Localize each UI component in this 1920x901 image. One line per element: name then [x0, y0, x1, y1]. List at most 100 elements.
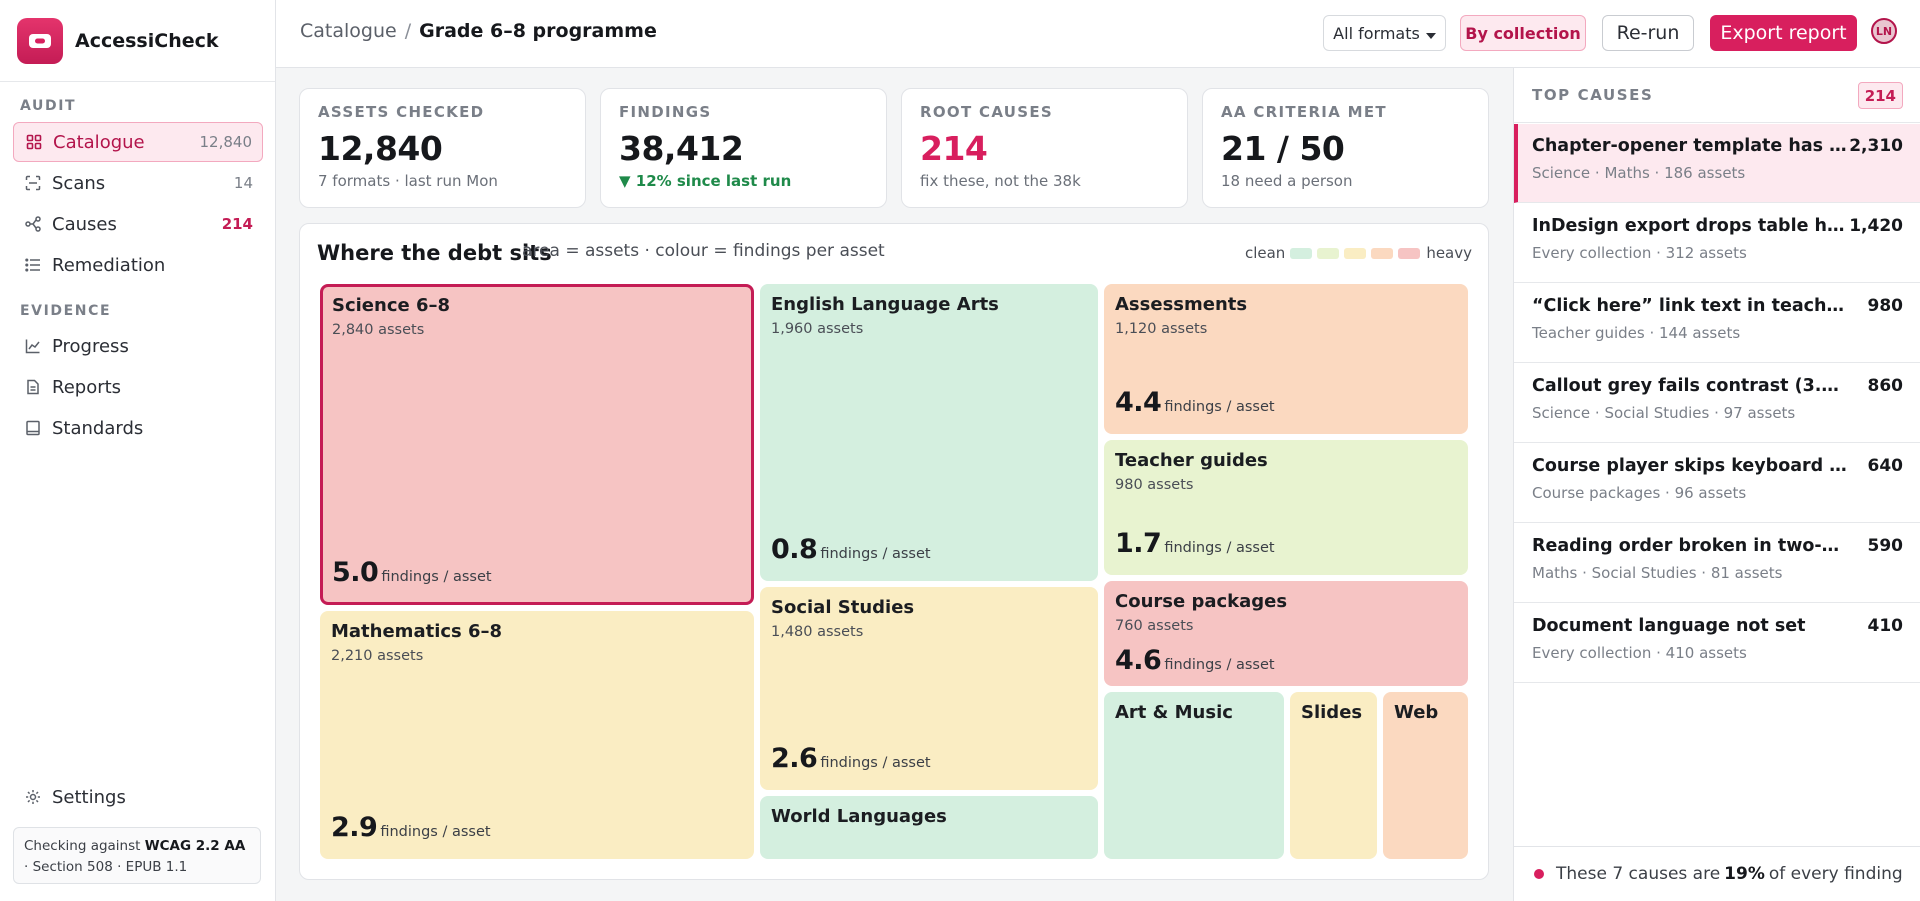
- tile-findings: 5.0 findings / asset: [332, 557, 492, 588]
- treemap-tile-web[interactable]: Web: [1383, 692, 1468, 859]
- tile-assets: 2,210 assets: [331, 648, 424, 664]
- kpi-card-criteria: AA CRITERIA MET 21 / 50 18 need a person: [1202, 88, 1489, 208]
- kpi-label: FINDINGS: [619, 103, 712, 121]
- kpi-sub: ▼ 12% since last run: [619, 172, 792, 190]
- treemap-tile-art-music[interactable]: Art & Music: [1104, 692, 1284, 859]
- legend-swatch: [1398, 247, 1421, 259]
- nav-section-evidence: EVIDENCE: [20, 303, 112, 319]
- formats-dropdown-label: All formats: [1333, 23, 1420, 43]
- book-icon: [23, 418, 43, 438]
- tile-findings-value: 5.0: [332, 557, 379, 588]
- kpi-label: ASSETS CHECKED: [318, 103, 485, 121]
- treemap-tile-course-packages[interactable]: Course packages 760 assets 4.6 findings /…: [1104, 581, 1468, 686]
- rerun-button[interactable]: Re-run: [1602, 15, 1694, 51]
- treemap-tile-world-languages[interactable]: World Languages: [760, 796, 1098, 859]
- tile-assets: 980 assets: [1115, 477, 1194, 493]
- sidebar-item-progress[interactable]: Progress: [13, 326, 263, 366]
- treemap-subtitle: area = assets · colour = findings per as…: [522, 241, 885, 261]
- tile-findings-value: 1.7: [1115, 528, 1162, 559]
- cause-item[interactable]: Document language not set 410 Every colle…: [1514, 604, 1920, 683]
- cause-item[interactable]: InDesign export drops table headers1,420…: [1514, 204, 1920, 283]
- tile-findings: 1.7 findings / asset: [1115, 528, 1275, 559]
- by-collection-toggle[interactable]: By collection: [1460, 15, 1586, 51]
- treemap-tile-teacher-guides[interactable]: Teacher guides 980 assets 1.7 findings / …: [1104, 440, 1468, 575]
- cause-sub: Teacher guides · 144 assets: [1532, 324, 1741, 342]
- gear-icon: [23, 787, 43, 807]
- cause-sub: Every collection · 410 assets: [1532, 644, 1747, 662]
- top-causes-footer: These 7 causes are 19% of every finding: [1514, 846, 1920, 901]
- sidebar-item-remediation[interactable]: Remediation: [13, 245, 263, 285]
- treemap-tile-mathematics[interactable]: Mathematics 6–8 2,210 assets 2.9 findings…: [320, 611, 754, 859]
- sidebar-item-settings[interactable]: Settings: [13, 777, 263, 817]
- tile-findings-value: 4.4: [1115, 387, 1162, 418]
- sidebar-item-label: Causes: [52, 213, 117, 235]
- tile-findings-unit: findings / asset: [380, 824, 491, 840]
- sidebar-item-label: Progress: [52, 335, 129, 357]
- top-causes-title: TOP CAUSES: [1532, 86, 1654, 104]
- tile-name: English Language Arts: [771, 294, 999, 315]
- avatar[interactable]: LN: [1871, 18, 1897, 44]
- cause-item[interactable]: Course player skips keyboard focus 640 Co…: [1514, 444, 1920, 523]
- tile-name: Web: [1394, 702, 1439, 723]
- kpi-sub: fix these, not the 38k: [920, 172, 1081, 190]
- tile-findings-unit: findings / asset: [381, 569, 492, 585]
- kpi-sub: 7 formats · last run Mon: [318, 172, 498, 190]
- scan-icon: [23, 173, 43, 193]
- legend-swatch: [1290, 247, 1313, 259]
- tile-findings-value: 4.6: [1115, 645, 1162, 676]
- tile-findings: 2.9 findings / asset: [331, 812, 491, 843]
- kpi-label: ROOT CAUSES: [920, 103, 1053, 121]
- brand: AccessiCheck: [0, 0, 275, 82]
- cause-title: InDesign export drops table headers: [1532, 216, 1847, 236]
- treemap-tile-science[interactable]: Science 6–8 2,840 assets 5.0 findings / a…: [320, 284, 754, 605]
- cause-title: Course player skips keyboard focus: [1532, 456, 1847, 476]
- tile-findings: 0.8 findings / asset: [771, 534, 931, 565]
- sidebar-item-reports[interactable]: Reports: [13, 367, 263, 407]
- tile-findings-unit: findings / asset: [1164, 540, 1275, 556]
- export-report-button[interactable]: Export report: [1710, 15, 1857, 51]
- tile-name: Assessments: [1115, 294, 1248, 315]
- sidebar-item-causes[interactable]: Causes 214: [13, 204, 263, 244]
- formats-dropdown[interactable]: All formats: [1323, 15, 1446, 51]
- tile-findings-value: 2.9: [331, 812, 378, 843]
- sidebar-item-standards[interactable]: Standards: [13, 408, 263, 448]
- tile-findings: 4.6 findings / asset: [1115, 645, 1275, 676]
- legend-swatch: [1371, 247, 1394, 259]
- kpi-sub: 18 need a person: [1221, 172, 1353, 190]
- sidebar-item-catalogue[interactable]: Catalogue 12,840: [13, 122, 263, 162]
- tile-findings: 2.6 findings / asset: [771, 743, 931, 774]
- sidebar-item-count: 214: [221, 215, 253, 233]
- top-causes-count-badge: 214: [1857, 82, 1903, 109]
- caret-down-icon: [1425, 24, 1436, 43]
- sidebar-item-scans[interactable]: Scans 14: [13, 163, 263, 203]
- sidebar-item-count: 12,840: [199, 133, 253, 151]
- treemap-tile-slides[interactable]: Slides: [1290, 692, 1377, 859]
- cause-title: Document language not set: [1532, 616, 1806, 636]
- tile-findings-value: 2.6: [771, 743, 818, 774]
- cause-item[interactable]: Reading order broken in two-column layou…: [1514, 524, 1920, 603]
- kpi-card-assets: ASSETS CHECKED 12,840 7 formats · last r…: [299, 88, 586, 208]
- standards-note: Checking against WCAG 2.2 AA · Section 5…: [13, 827, 261, 884]
- cause-item[interactable]: “Click here” link text in teacher notes 9…: [1514, 284, 1920, 363]
- cause-item[interactable]: Chapter-opener template has no alt text2…: [1514, 124, 1920, 203]
- breadcrumb-root[interactable]: Catalogue: [300, 20, 397, 42]
- sidebar: AccessiCheck AUDIT Catalogue 12,840 Scan…: [0, 0, 276, 901]
- cause-item[interactable]: Callout grey fails contrast (3.1:1) 860 S…: [1514, 364, 1920, 443]
- breadcrumb-separator: /: [404, 20, 412, 42]
- top-causes-header: TOP CAUSES 214: [1514, 68, 1920, 123]
- kpi-label: AA CRITERIA MET: [1221, 103, 1387, 121]
- kpi-value: 12,840: [318, 129, 443, 168]
- legend-swatch: [1344, 247, 1367, 259]
- tile-name: Course packages: [1115, 591, 1288, 612]
- treemap-tile-ela[interactable]: English Language Arts 1,960 assets 0.8 fi…: [760, 284, 1098, 581]
- cause-count: 410: [1867, 616, 1904, 636]
- treemap-tile-assessments[interactable]: Assessments 1,120 assets 4.4 findings / a…: [1104, 284, 1468, 434]
- grid-icon: [24, 132, 44, 152]
- tile-findings-unit: findings / asset: [1164, 399, 1275, 415]
- kpi-value: 214: [920, 129, 988, 168]
- treemap-tile-social-studies[interactable]: Social Studies 1,480 assets 2.6 findings …: [760, 587, 1098, 790]
- tile-name: Science 6–8: [332, 295, 451, 316]
- sidebar-item-label: Settings: [52, 786, 126, 808]
- cause-title: “Click here” link text in teacher notes: [1532, 296, 1847, 316]
- sidebar-item-label: Catalogue: [53, 131, 145, 153]
